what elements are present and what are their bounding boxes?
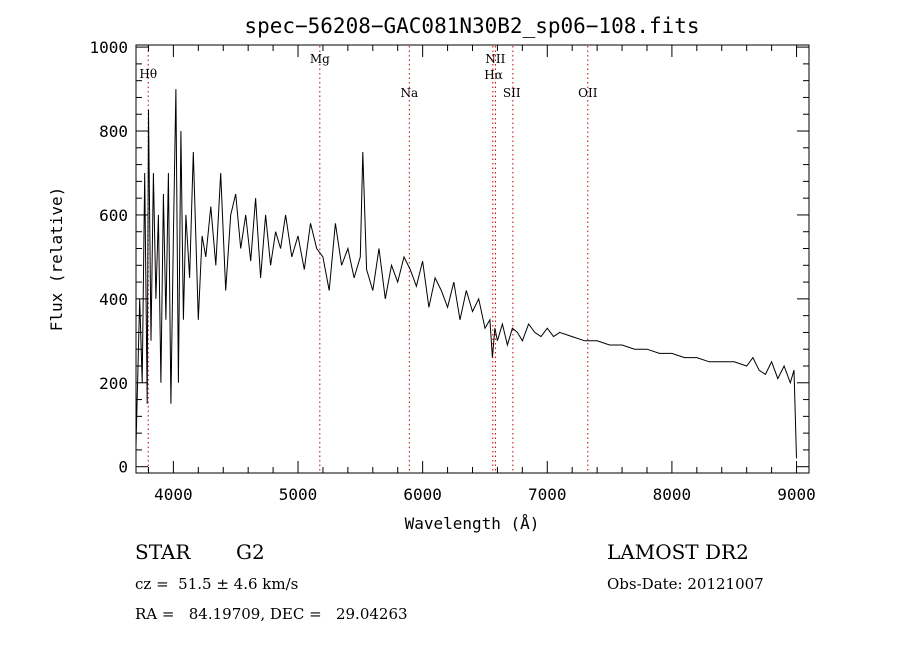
y-tick-label: 0 bbox=[118, 458, 128, 477]
subclass: G2 bbox=[236, 540, 265, 564]
x-tick-label: 6000 bbox=[403, 485, 442, 504]
coordinates-text: RA = 84.19709, DEC = 29.04263 bbox=[135, 605, 408, 623]
axes: 4000 5000 6000 7000 8000 9000 0 200 400 600 800 100… bbox=[89, 38, 815, 504]
chart-title: spec−56208−GAC081N30B2_sp06−108.fits bbox=[244, 14, 699, 38]
marker-label: Mg bbox=[310, 52, 330, 66]
spectrum-trace bbox=[135, 89, 797, 459]
marker-label: Na bbox=[400, 86, 418, 100]
marker-label: Hα bbox=[484, 68, 503, 82]
y-tick-label: 200 bbox=[99, 374, 128, 393]
plot-frame bbox=[135, 44, 810, 474]
x-tick-label: 9000 bbox=[777, 485, 816, 504]
x-axis-label: Wavelength (Å) bbox=[405, 514, 540, 533]
marker-label: NII bbox=[485, 52, 505, 66]
redshift-text: cz = 51.5 ± 4.6 km/s bbox=[135, 575, 299, 593]
x-tick-label: 8000 bbox=[653, 485, 692, 504]
marker-label: OII bbox=[578, 86, 598, 100]
x-tick-label: 7000 bbox=[528, 485, 567, 504]
y-tick-label: 1000 bbox=[89, 38, 128, 57]
survey-name: LAMOST DR2 bbox=[607, 540, 749, 564]
x-tick-label: 5000 bbox=[279, 485, 318, 504]
y-tick-label: 400 bbox=[99, 290, 128, 309]
x-tick-label: 4000 bbox=[154, 485, 193, 504]
object-class: STAR bbox=[135, 540, 191, 564]
y-tick-label: 800 bbox=[99, 122, 128, 141]
marker-label: SII bbox=[503, 86, 521, 100]
y-axis-label: Flux (relative) bbox=[47, 187, 66, 332]
marker-label: Hθ bbox=[139, 67, 157, 81]
obs-date: Obs-Date: 20121007 bbox=[607, 575, 764, 593]
y-tick-label: 600 bbox=[99, 206, 128, 225]
